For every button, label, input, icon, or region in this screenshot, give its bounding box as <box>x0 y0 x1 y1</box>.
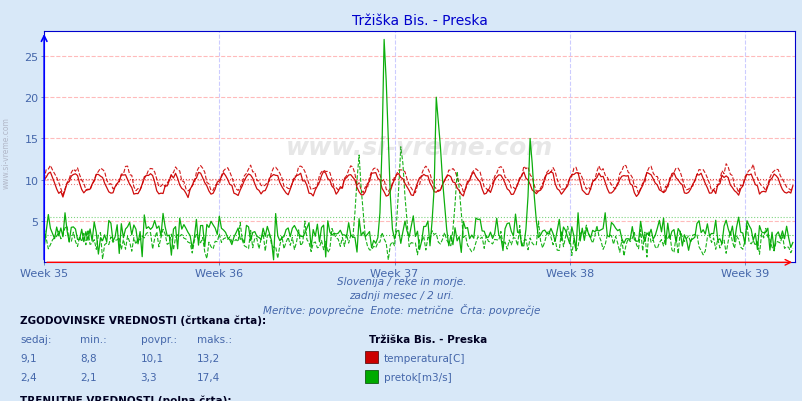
Text: Slovenija / reke in morje.: Slovenija / reke in morje. <box>336 277 466 287</box>
Text: min.:: min.: <box>80 334 107 344</box>
Text: 17,4: 17,4 <box>196 373 220 383</box>
Text: Tržiška Bis. - Preska: Tržiška Bis. - Preska <box>369 334 487 344</box>
Title: Tržiška Bis. - Preska: Tržiška Bis. - Preska <box>351 14 487 28</box>
Text: www.si-vreme.com: www.si-vreme.com <box>286 136 553 159</box>
Text: TRENUTNE VREDNOSTI (polna črta):: TRENUTNE VREDNOSTI (polna črta): <box>20 394 231 401</box>
Text: 2,4: 2,4 <box>20 373 37 383</box>
Text: ZGODOVINSKE VREDNOSTI (črtkana črta):: ZGODOVINSKE VREDNOSTI (črtkana črta): <box>20 314 266 325</box>
Text: sedaj:: sedaj: <box>20 334 51 344</box>
Text: 9,1: 9,1 <box>20 353 37 363</box>
Text: maks.:: maks.: <box>196 334 232 344</box>
Text: povpr.:: povpr.: <box>140 334 176 344</box>
Text: 10,1: 10,1 <box>140 353 164 363</box>
Text: www.si-vreme.com: www.si-vreme.com <box>2 117 11 188</box>
Text: Meritve: povprečne  Enote: metrične  Črta: povprečje: Meritve: povprečne Enote: metrične Črta:… <box>262 303 540 315</box>
Text: 13,2: 13,2 <box>196 353 220 363</box>
Text: 8,8: 8,8 <box>80 353 97 363</box>
Text: 3,3: 3,3 <box>140 373 157 383</box>
Text: pretok[m3/s]: pretok[m3/s] <box>383 373 451 383</box>
Text: 2,1: 2,1 <box>80 373 97 383</box>
Text: zadnji mesec / 2 uri.: zadnji mesec / 2 uri. <box>349 291 453 301</box>
Text: temperatura[C]: temperatura[C] <box>383 353 464 363</box>
